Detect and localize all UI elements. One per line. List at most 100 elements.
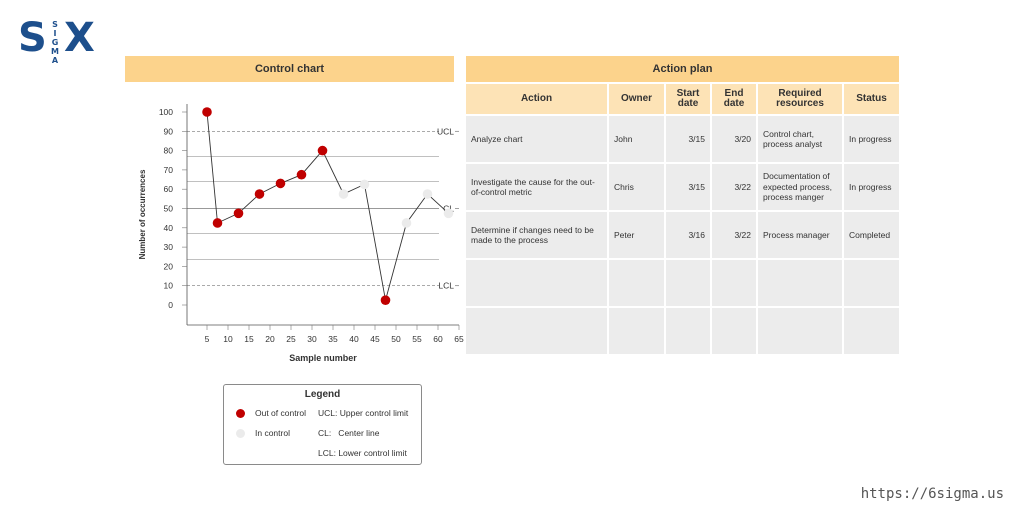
cell-owner: Peter	[609, 212, 664, 258]
cell-status	[844, 260, 899, 306]
chart-point-out-of-control	[212, 218, 223, 228]
sixsigma-logo: S S I G M A X	[18, 15, 98, 65]
control-chart-title: Control chart	[125, 56, 454, 82]
chart-legend: Legend Out of control In control UCL: Up…	[223, 384, 422, 465]
logo-sigma-letter: M	[51, 47, 59, 56]
chart-series-line	[206, 111, 449, 301]
x-tick-label: 15	[244, 334, 254, 344]
cell-end-date	[712, 260, 756, 306]
chart-point-in-control	[422, 189, 433, 199]
table-row: Investigate the cause for the out-of-con…	[466, 164, 899, 210]
y-tick-label: 100	[159, 107, 173, 117]
cell-end-date: 3/22	[712, 212, 756, 258]
chart-point-out-of-control	[275, 178, 286, 189]
chart-point-out-of-control	[202, 107, 212, 117]
table-row-empty	[466, 260, 899, 306]
x-tick-label: 45	[370, 334, 380, 344]
control-line-label-ucl: UCL	[437, 126, 454, 136]
cell-resources	[758, 308, 842, 354]
cell-start-date	[666, 308, 710, 354]
x-tick-label: 60	[433, 334, 443, 344]
cell-action	[466, 308, 607, 354]
cell-action: Analyze chart	[466, 116, 607, 162]
y-tick-label: 70	[164, 165, 174, 175]
cell-start-date: 3/15	[666, 164, 710, 210]
legend-out-of-control-label: Out of control	[255, 408, 307, 418]
y-tick-label: 0	[168, 300, 173, 310]
y-axis-title: Number of occurrences	[138, 169, 147, 259]
cell-status: In progress	[844, 116, 899, 162]
x-tick-label: 20	[265, 334, 275, 344]
cell-status	[844, 308, 899, 354]
legend-out-of-control-marker	[236, 409, 245, 418]
action-plan-title: Action plan	[466, 56, 899, 82]
column-header-owner: Owner	[609, 84, 664, 114]
x-tick-label: 5	[205, 334, 210, 344]
x-tick-label: 35	[328, 334, 338, 344]
column-header-action: Action	[466, 84, 607, 114]
y-tick-label: 80	[164, 146, 174, 156]
y-tick-label: 90	[164, 126, 174, 136]
x-tick-label: 30	[307, 334, 317, 344]
cell-start-date	[666, 260, 710, 306]
logo-letter-s: S	[18, 15, 47, 61]
x-tick-label: 65	[454, 334, 464, 344]
chart-point-in-control	[443, 208, 454, 219]
legend-in-control-label: In control	[255, 428, 290, 438]
legend-cl-definition: CL: Center line	[318, 428, 380, 438]
cell-owner	[609, 260, 664, 306]
chart-points	[202, 107, 454, 305]
logo-sigma-letter: I	[53, 29, 57, 38]
website-url: https://6sigma.us	[860, 486, 1004, 502]
y-tick-label: 40	[164, 223, 174, 233]
x-tick-label: 10	[223, 334, 233, 344]
x-axis-title: Sample number	[289, 353, 357, 363]
cell-resources: Control chart, process analyst	[758, 116, 842, 162]
legend-lcl-definition: LCL: Lower control limit	[318, 448, 407, 458]
cell-action	[466, 260, 607, 306]
cell-start-date: 3/16	[666, 212, 710, 258]
table-row-empty	[466, 308, 899, 354]
chart-point-out-of-control	[233, 208, 244, 219]
y-tick-label: 20	[164, 261, 174, 271]
legend-ucl-definition: UCL: Upper control limit	[318, 408, 409, 418]
column-header-status: Status	[844, 84, 899, 114]
logo-sigma-vertical: S I G M A	[44, 20, 66, 65]
table-row: Determine if changes need to be made to …	[466, 212, 899, 258]
logo-sigma-letter: A	[51, 56, 59, 65]
control-line-label-lcl: LCL	[438, 281, 454, 291]
x-tick-label: 50	[391, 334, 401, 344]
x-tick-label: 55	[412, 334, 422, 344]
chart-gridlines: UCL CL LCL	[187, 126, 459, 291]
chart-point-in-control	[359, 179, 370, 190]
control-line-label-cl: CL	[443, 204, 454, 214]
column-header-end-date: End date	[712, 84, 756, 114]
chart-point-in-control	[401, 218, 412, 228]
legend-title: Legend	[304, 389, 341, 400]
logo-sigma-letter: G	[51, 38, 59, 47]
cell-owner: Chris	[609, 164, 664, 210]
chart-point-out-of-control	[296, 169, 307, 180]
action-plan-table: Action plan Action Owner Start date End …	[466, 56, 899, 354]
cell-owner	[609, 308, 664, 354]
cell-end-date: 3/22	[712, 164, 756, 210]
chart-point-out-of-control	[254, 189, 265, 199]
logo-letter-x: X	[64, 15, 95, 61]
y-tick-label: 60	[164, 184, 174, 194]
cell-end-date	[712, 308, 756, 354]
y-tick-label: 10	[164, 281, 174, 291]
legend-in-control-marker	[236, 429, 245, 438]
cell-action: Investigate the cause for the out-of-con…	[466, 164, 607, 210]
cell-end-date: 3/20	[712, 116, 756, 162]
cell-owner: John	[609, 116, 664, 162]
cell-status: In progress	[844, 164, 899, 210]
table-row: Analyze chart John 3/15 3/20 Control cha…	[466, 116, 899, 162]
column-header-required-resources: Required resources	[758, 84, 842, 114]
column-header-start-date: Start date	[666, 84, 710, 114]
x-tick-label: 40	[349, 334, 359, 344]
cell-start-date: 3/15	[666, 116, 710, 162]
logo-sigma-letter: S	[52, 20, 58, 29]
cell-status: Completed	[844, 212, 899, 258]
table-header-row: Action Owner Start date End date Require…	[466, 84, 899, 114]
chart-point-out-of-control	[380, 295, 391, 305]
